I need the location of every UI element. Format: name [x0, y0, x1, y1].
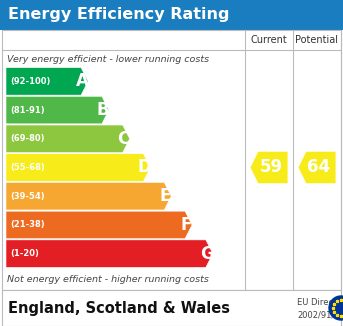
Text: (55-68): (55-68) — [10, 163, 45, 172]
Text: Energy Efficiency Rating: Energy Efficiency Rating — [8, 7, 229, 22]
Text: EU Directive: EU Directive — [297, 298, 343, 307]
Text: (21-38): (21-38) — [10, 220, 45, 230]
Text: (1-20): (1-20) — [10, 249, 39, 258]
Text: (92-100): (92-100) — [10, 77, 50, 86]
Polygon shape — [6, 96, 109, 124]
Polygon shape — [6, 125, 130, 153]
Text: Very energy efficient - lower running costs: Very energy efficient - lower running co… — [7, 55, 209, 65]
Text: B: B — [96, 101, 109, 119]
Text: 64: 64 — [307, 158, 331, 176]
Text: F: F — [180, 216, 192, 234]
Text: (69-80): (69-80) — [10, 134, 45, 143]
Polygon shape — [6, 240, 213, 267]
Text: Not energy efficient - higher running costs: Not energy efficient - higher running co… — [7, 274, 209, 284]
Bar — [0, 0, 343, 30]
Text: C: C — [118, 130, 130, 148]
Polygon shape — [6, 154, 151, 181]
Text: 2002/91/EC: 2002/91/EC — [297, 311, 343, 320]
Text: A: A — [76, 72, 88, 90]
Polygon shape — [6, 183, 171, 210]
Text: England, Scotland & Wales: England, Scotland & Wales — [8, 301, 230, 316]
Polygon shape — [6, 211, 192, 239]
Text: D: D — [138, 158, 151, 176]
Circle shape — [329, 296, 343, 320]
Text: E: E — [159, 187, 171, 205]
Bar — [2, 30, 341, 290]
Text: (81-91): (81-91) — [10, 106, 45, 114]
Text: G: G — [200, 244, 214, 263]
Polygon shape — [250, 151, 288, 184]
Text: Potential: Potential — [296, 35, 339, 45]
Text: 59: 59 — [259, 158, 283, 176]
Text: Current: Current — [251, 35, 287, 45]
Bar — [2, 290, 341, 326]
Text: (39-54): (39-54) — [10, 192, 45, 201]
Polygon shape — [6, 67, 88, 95]
Polygon shape — [298, 151, 336, 184]
